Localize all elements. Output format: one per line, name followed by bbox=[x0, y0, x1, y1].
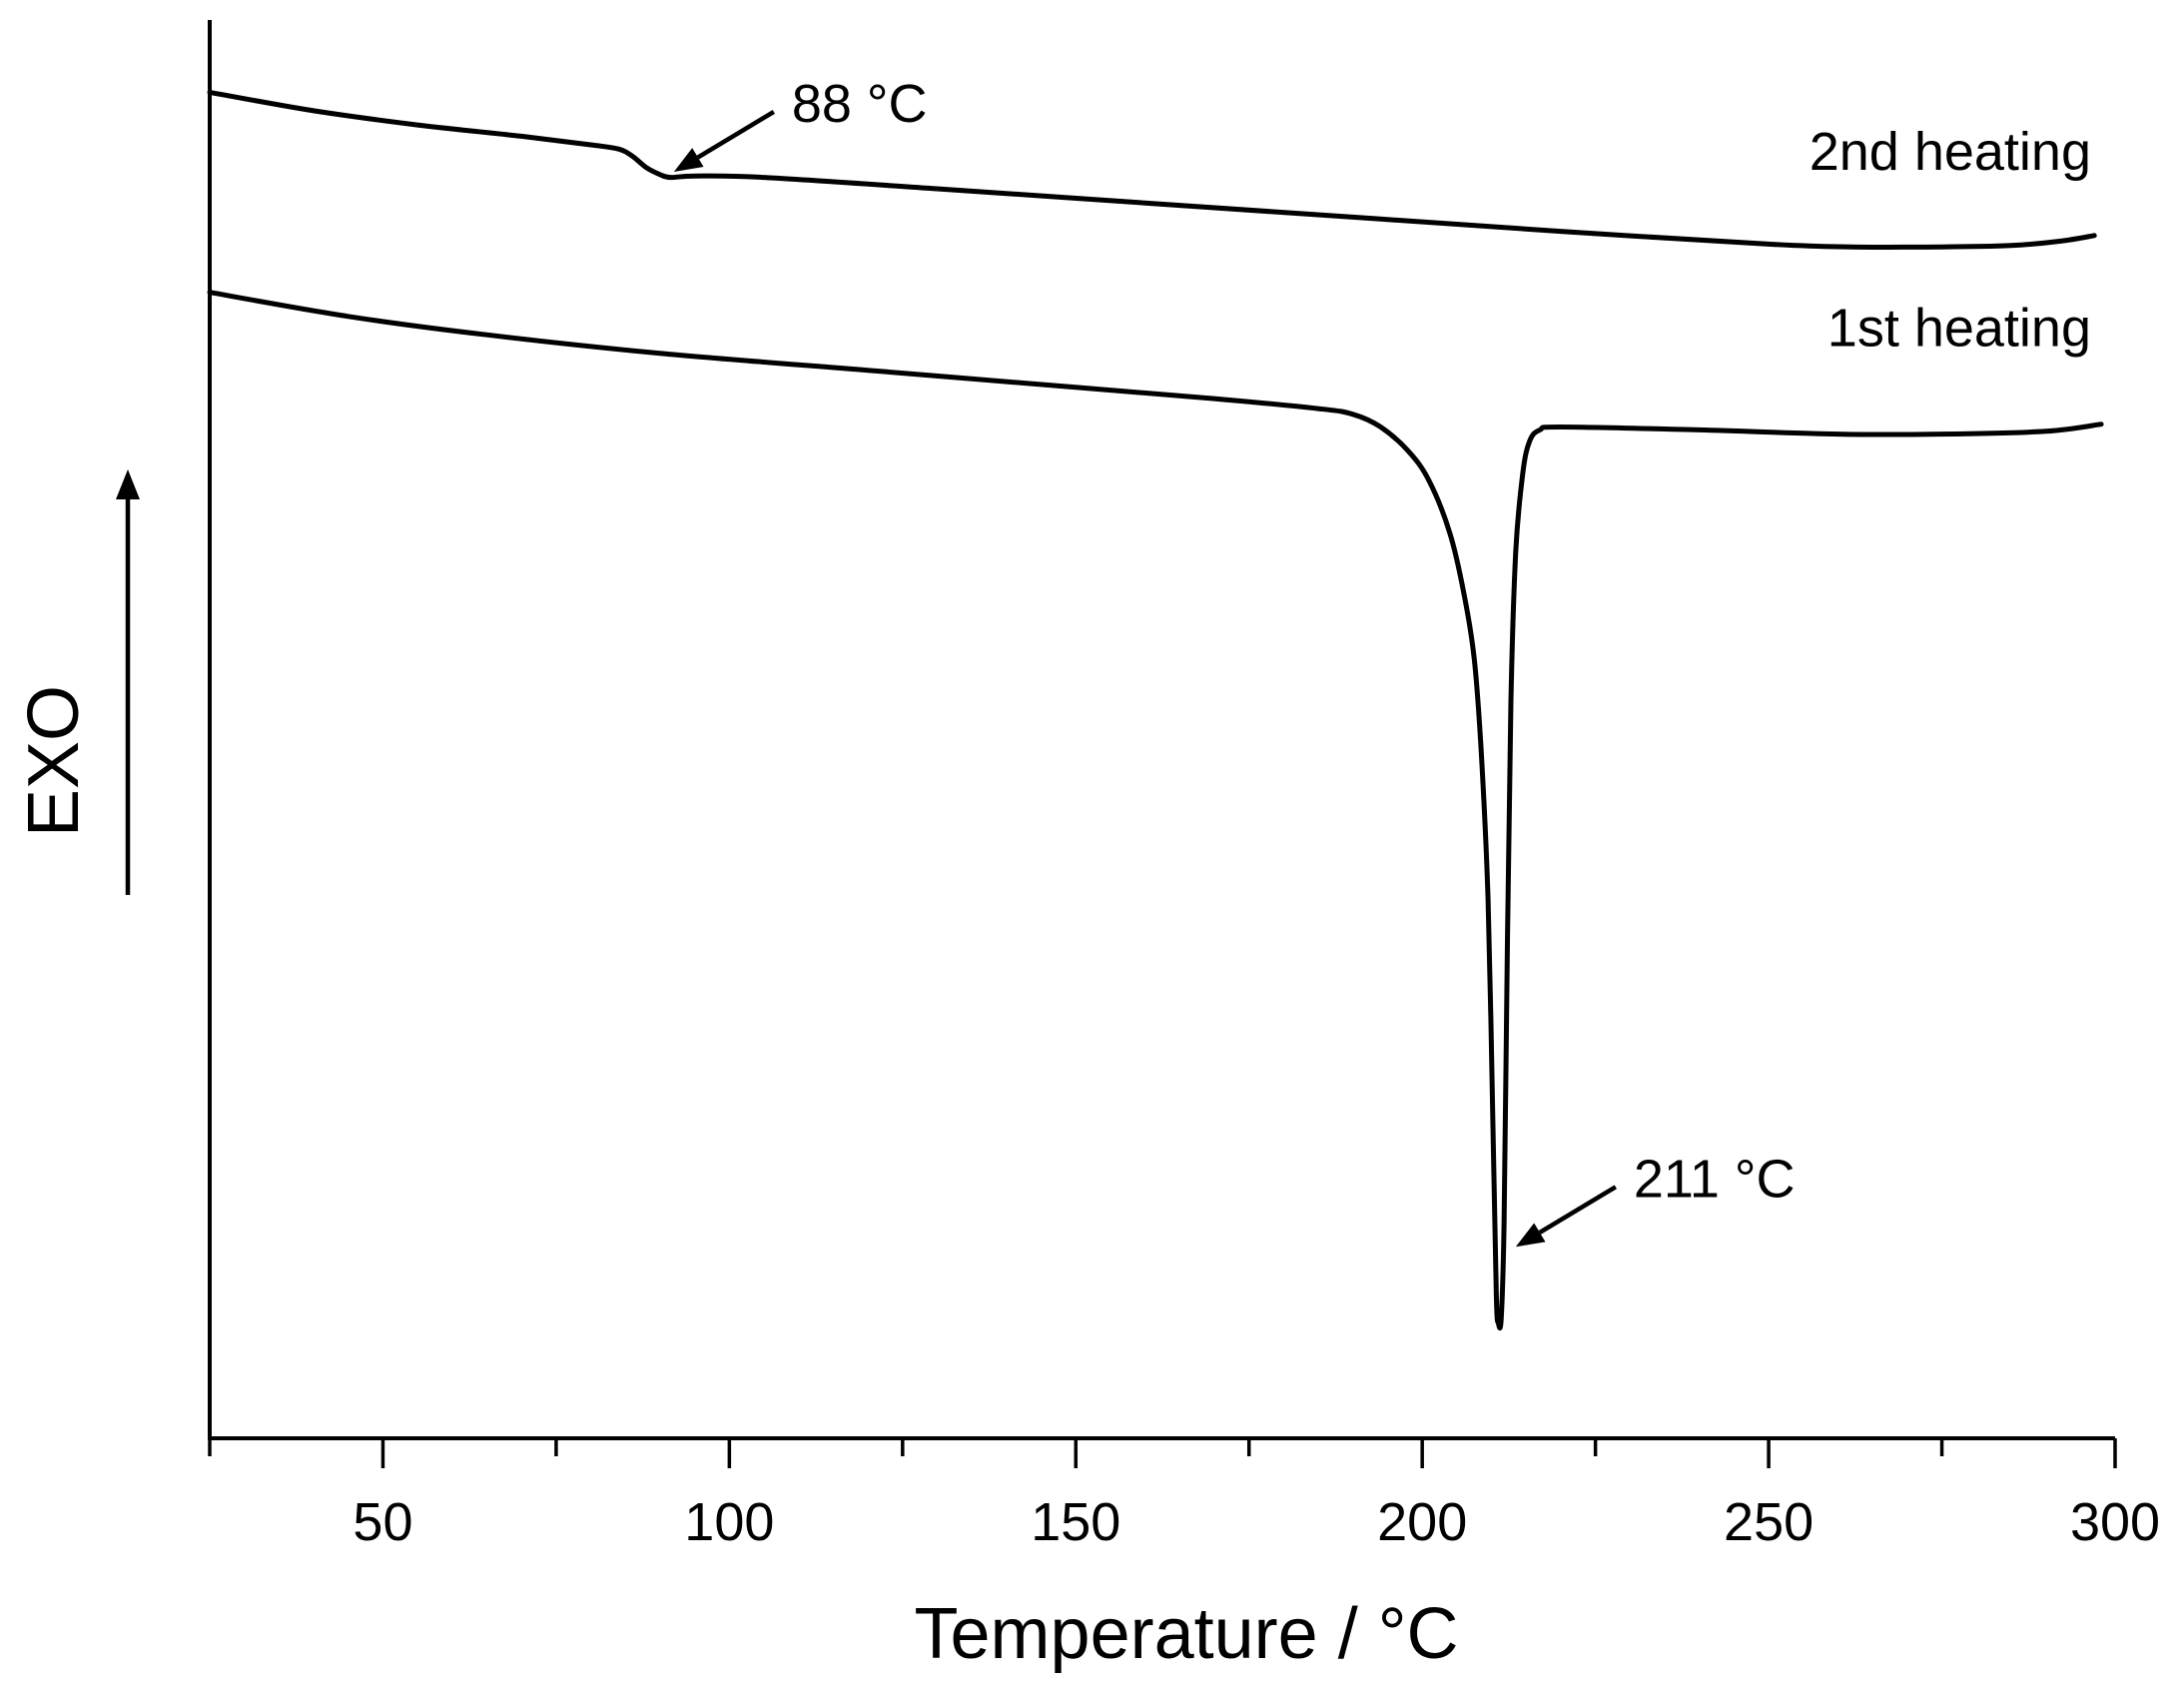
annotation-arrow-head-icon bbox=[1515, 1223, 1546, 1248]
series-label-1st-heating: 1st heating bbox=[1827, 299, 2091, 359]
x-tick-label: 250 bbox=[1724, 1492, 1814, 1552]
x-axis-label: Temperature / °C bbox=[915, 1594, 1459, 1674]
annotation-arrow-line bbox=[1538, 1185, 1618, 1235]
x-tick-label: 50 bbox=[353, 1492, 412, 1552]
annotation-label: 88 °C bbox=[792, 74, 928, 134]
series-line-1st-heating bbox=[207, 290, 2104, 1331]
series-label-2nd-heating: 2nd heating bbox=[1810, 122, 2091, 182]
annotation-arrow-head-icon bbox=[673, 148, 704, 172]
plot-lines: 2nd heating 1st heating bbox=[207, 89, 2104, 1331]
annotations: 88 °C 211 °C bbox=[673, 74, 1796, 1248]
annotation-label: 211 °C bbox=[1634, 1149, 1796, 1209]
axes bbox=[208, 20, 2115, 1440]
x-tick-label: 150 bbox=[1031, 1492, 1120, 1552]
annotation-arrow-line bbox=[696, 110, 776, 160]
exo-arrow-icon bbox=[116, 469, 140, 895]
x-ticks: 50 100 150 200 250 300 bbox=[208, 1438, 2160, 1552]
exo-arrow-head-icon bbox=[116, 469, 140, 499]
series-line-2nd-heating bbox=[207, 89, 2097, 250]
x-tick-label: 100 bbox=[684, 1492, 774, 1552]
x-tick-label: 200 bbox=[1377, 1492, 1467, 1552]
x-tick-label: 300 bbox=[2070, 1492, 2160, 1552]
annotation: 211 °C bbox=[1515, 1149, 1796, 1248]
annotation: 88 °C bbox=[673, 74, 928, 172]
y-axis-label: EXO bbox=[14, 685, 94, 837]
